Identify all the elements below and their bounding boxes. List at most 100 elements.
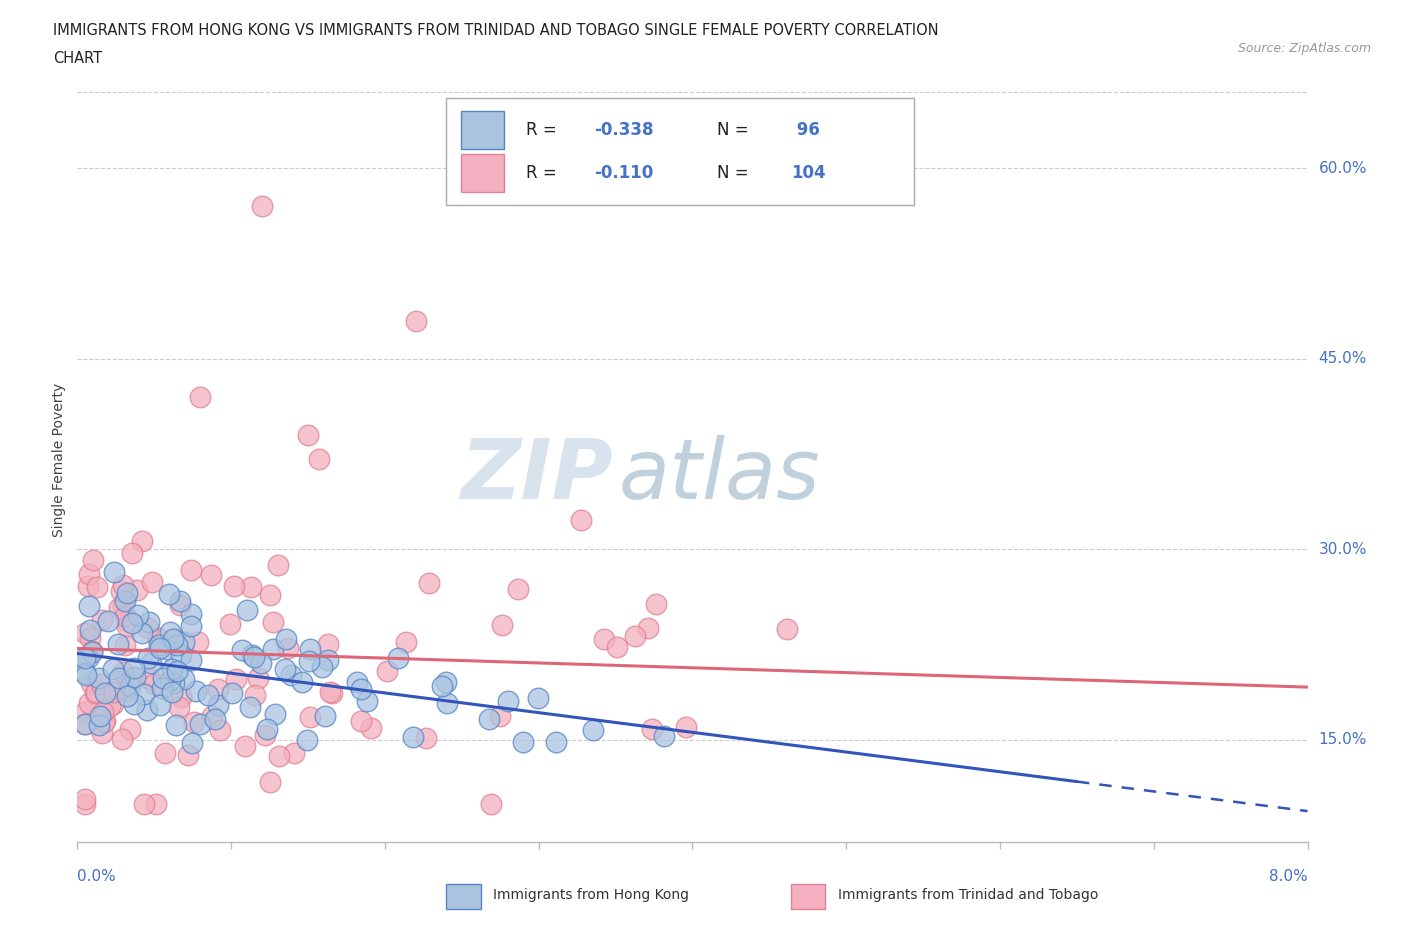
Point bbox=[107, 636, 129, 651]
Point bbox=[73, 665, 96, 680]
Point bbox=[180, 606, 202, 621]
Point bbox=[121, 671, 143, 685]
Point bbox=[262, 642, 284, 657]
Text: -0.338: -0.338 bbox=[595, 121, 654, 140]
Point bbox=[94, 685, 117, 700]
Point bbox=[208, 723, 231, 737]
Point bbox=[120, 722, 142, 737]
Point bbox=[148, 638, 170, 653]
Point bbox=[375, 663, 398, 678]
Point bbox=[527, 691, 550, 706]
Point bbox=[180, 653, 202, 668]
Point bbox=[346, 675, 368, 690]
FancyBboxPatch shape bbox=[447, 99, 914, 205]
Point bbox=[219, 616, 242, 631]
Point bbox=[114, 609, 136, 624]
Point bbox=[297, 428, 319, 443]
Point bbox=[159, 673, 181, 688]
Point bbox=[295, 733, 318, 748]
Point bbox=[243, 688, 266, 703]
Point bbox=[115, 688, 138, 703]
Point bbox=[118, 679, 141, 694]
Text: ZIP: ZIP bbox=[460, 435, 613, 516]
Point bbox=[387, 651, 409, 666]
Point bbox=[127, 608, 149, 623]
Text: R =: R = bbox=[526, 121, 562, 140]
Point bbox=[143, 677, 166, 692]
Point bbox=[356, 694, 378, 709]
Point bbox=[491, 618, 513, 632]
Point bbox=[418, 576, 440, 591]
Point bbox=[512, 735, 534, 750]
Point bbox=[162, 631, 184, 646]
Point bbox=[73, 651, 96, 666]
Point bbox=[224, 578, 246, 593]
Point bbox=[197, 687, 219, 702]
Point bbox=[204, 711, 226, 726]
Point bbox=[434, 675, 457, 690]
Point bbox=[165, 717, 187, 732]
Point bbox=[77, 598, 100, 613]
Point bbox=[644, 597, 666, 612]
Point bbox=[183, 714, 205, 729]
Point bbox=[247, 671, 270, 685]
Point bbox=[111, 578, 134, 592]
Point bbox=[111, 731, 134, 746]
Point bbox=[169, 700, 191, 715]
Point bbox=[166, 664, 188, 679]
Point bbox=[430, 679, 453, 694]
Point bbox=[136, 620, 159, 635]
Point bbox=[155, 642, 177, 657]
Point bbox=[86, 580, 108, 595]
Point bbox=[402, 730, 425, 745]
Point bbox=[236, 603, 259, 618]
Point bbox=[170, 648, 193, 663]
Point bbox=[107, 671, 129, 686]
Text: N =: N = bbox=[717, 164, 754, 182]
Point bbox=[180, 563, 202, 578]
Point bbox=[188, 390, 212, 405]
Point bbox=[162, 684, 184, 699]
Point bbox=[91, 613, 114, 628]
Point bbox=[349, 682, 371, 697]
Text: 104: 104 bbox=[792, 164, 825, 182]
Point bbox=[291, 674, 314, 689]
Point bbox=[173, 634, 195, 649]
Point bbox=[308, 451, 330, 466]
Point bbox=[593, 631, 616, 646]
Point bbox=[180, 736, 202, 751]
Point bbox=[163, 676, 186, 691]
Y-axis label: Single Female Poverty: Single Female Poverty bbox=[52, 383, 66, 538]
Point bbox=[114, 684, 136, 698]
Point bbox=[624, 628, 647, 643]
Point bbox=[186, 684, 208, 698]
Point bbox=[319, 684, 342, 699]
Point bbox=[139, 656, 162, 671]
Point bbox=[114, 638, 136, 653]
Point bbox=[89, 709, 111, 724]
Point bbox=[277, 641, 299, 656]
Point bbox=[274, 662, 297, 677]
Point bbox=[79, 631, 101, 645]
Point bbox=[170, 689, 193, 704]
Point bbox=[138, 671, 160, 686]
FancyBboxPatch shape bbox=[461, 153, 505, 192]
Point bbox=[235, 738, 257, 753]
Point bbox=[73, 791, 96, 806]
Point bbox=[145, 796, 167, 811]
Point bbox=[280, 668, 302, 683]
Point bbox=[350, 713, 373, 728]
Point bbox=[149, 698, 172, 712]
Point bbox=[73, 717, 96, 732]
Point bbox=[90, 676, 112, 691]
Point bbox=[127, 583, 149, 598]
Point bbox=[73, 716, 96, 731]
Point bbox=[93, 715, 115, 730]
Point bbox=[249, 656, 271, 671]
Point bbox=[776, 622, 799, 637]
Point bbox=[82, 644, 104, 659]
Point bbox=[239, 699, 262, 714]
Point bbox=[200, 567, 222, 582]
Point bbox=[94, 713, 117, 728]
Point bbox=[101, 697, 124, 711]
